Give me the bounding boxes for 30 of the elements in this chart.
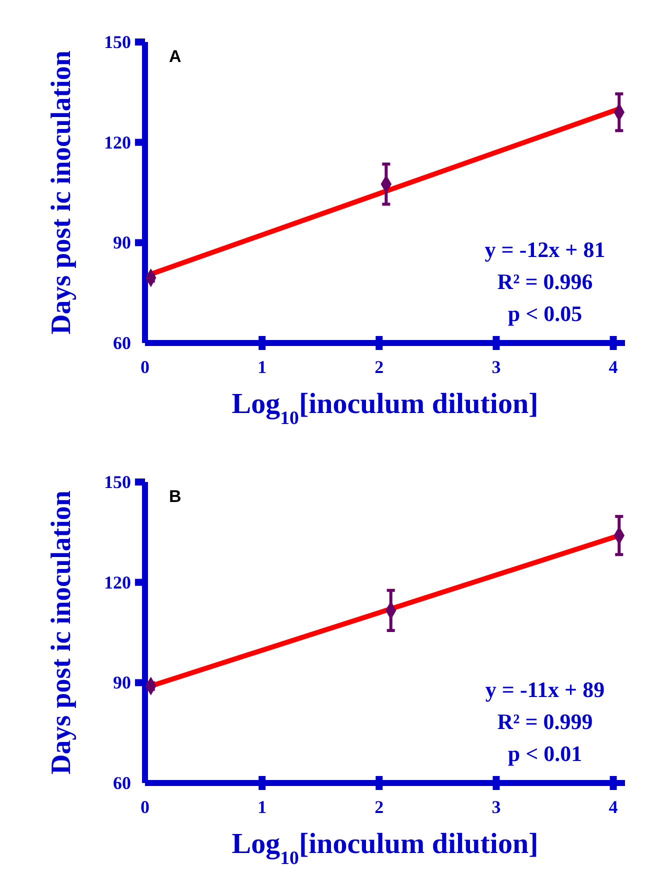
x-tick-label: 4 [608,357,618,377]
annotation: R² = 0.999 [497,709,593,734]
annotation: y = -11x + 89 [485,677,605,702]
x-axis-title: Log$_{10}$[inoculum dilution] [232,828,538,868]
y-tick-label: 120 [104,132,131,152]
y-tick-label: 60 [113,333,131,353]
annotation: p < 0.05 [508,301,582,326]
y-tick-label: 120 [104,572,131,592]
y-tick-label: 60 [113,773,131,793]
y-axis-title: Days post ic inoculation [46,490,77,774]
annotation: R² = 0.996 [497,269,593,294]
x-axis-title: Log$_{10}$[inoculum dilution] [232,388,538,428]
annotation: y = -12x + 81 [484,237,606,262]
x-tick-label: 1 [258,797,267,817]
x-tick-label: 3 [492,797,501,817]
y-tick-label: 150 [104,32,131,52]
annotation: A [169,47,182,66]
x-tick-label: 1 [258,357,267,377]
annotation: B [169,487,182,506]
x-tick-label: 3 [492,357,501,377]
y-axis-title: Days post ic inoculation [46,50,77,334]
x-tick-label: 2 [374,357,384,377]
x-tick-label: 4 [608,797,618,817]
x-tick-label: 0 [140,797,150,817]
y-tick-label: 90 [113,232,131,253]
x-tick-label: 2 [374,797,384,817]
y-tick-label: 90 [113,672,131,693]
annotation: p < 0.01 [508,741,582,766]
y-tick-label: 150 [104,472,131,492]
x-tick-label: 0 [140,357,150,377]
